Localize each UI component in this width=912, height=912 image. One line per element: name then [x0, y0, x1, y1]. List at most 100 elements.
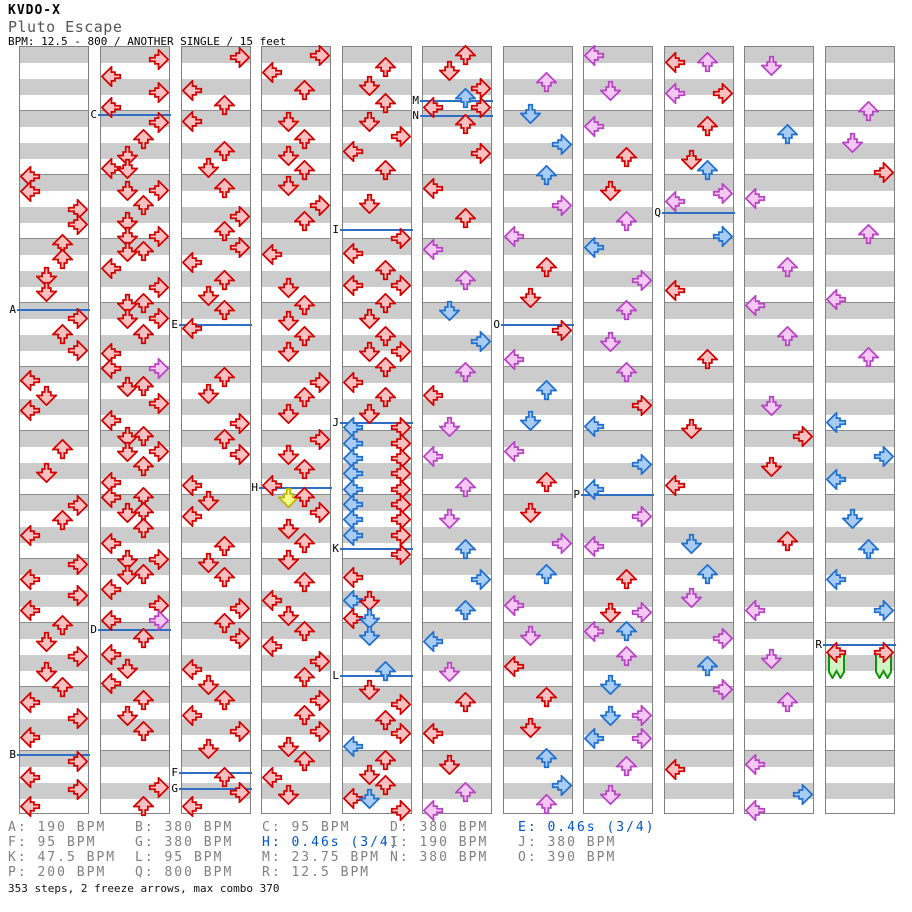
arrow-down-icon: [518, 717, 543, 739]
arrow-up-icon: [292, 486, 317, 508]
arrow-left-icon: [19, 765, 41, 790]
arrow-down-icon: [34, 631, 59, 653]
bpm-marker-line: [17, 309, 90, 311]
arrow-right-icon: [229, 719, 251, 744]
arrow-up-icon: [373, 92, 398, 114]
arrow-right-icon: [148, 608, 170, 633]
arrow-left-icon: [583, 235, 605, 260]
bpm-marker-line: [581, 494, 654, 496]
arrow-left-icon: [342, 734, 364, 759]
arrow-down-icon: [679, 418, 704, 440]
arrow-up-icon: [695, 348, 720, 370]
bpm-marker-label: N: [412, 109, 419, 122]
bpm-legend-entry: F: 95 BPM: [8, 835, 97, 850]
arrow-up-icon: [373, 774, 398, 796]
arrow-up-icon: [856, 538, 881, 560]
arrow-up-icon: [614, 210, 639, 232]
bpm-marker-line: [340, 422, 413, 424]
arrow-up-icon: [695, 51, 720, 73]
arrow-left-icon: [181, 504, 203, 529]
arrow-up-icon: [534, 686, 559, 708]
arrow-down-icon: [598, 784, 623, 806]
arrow-down-icon: [598, 331, 623, 353]
arrow-up-icon: [292, 386, 317, 408]
arrow-down-icon: [276, 549, 301, 571]
arrow-left-icon: [825, 287, 847, 312]
arrow-up-icon: [775, 123, 800, 145]
arrow-up-icon: [373, 56, 398, 78]
arrow-right-icon: [229, 204, 251, 229]
arrow-down-icon: [357, 403, 382, 425]
arrow-right-icon: [229, 626, 251, 651]
arrow-down-icon: [598, 705, 623, 727]
arrow-right-icon: [148, 110, 170, 135]
arrow-left-icon: [181, 250, 203, 275]
arrow-up-icon: [50, 248, 75, 270]
arrow-down-icon: [357, 788, 382, 810]
arrow-left-icon: [422, 798, 444, 823]
arrow-right-icon: [390, 721, 412, 746]
arrow-left-icon: [583, 414, 605, 439]
bpm-marker-label: M: [412, 94, 419, 107]
arrow-down-icon: [34, 661, 59, 683]
arrow-up-icon: [775, 691, 800, 713]
arrow-left-icon: [261, 588, 283, 613]
arrow-down-icon: [115, 145, 140, 167]
arrow-left-icon: [744, 186, 766, 211]
song-title: Pluto Escape: [8, 18, 123, 36]
bpm-marker-label: A: [9, 303, 16, 316]
arrow-up-icon: [373, 660, 398, 682]
bpm-marker-line: [662, 212, 735, 214]
arrow-left-icon: [422, 721, 444, 746]
arrow-right-icon: [148, 547, 170, 572]
arrow-right-icon: [67, 338, 89, 363]
arrow-left-icon: [342, 273, 364, 298]
arrow-up-icon: [373, 709, 398, 731]
arrow-left-icon: [583, 43, 605, 68]
arrow-up-icon: [453, 87, 478, 109]
arrow-right-icon: [551, 318, 573, 343]
arrow-down-icon: [115, 226, 140, 248]
arrow-left-icon: [100, 64, 122, 89]
arrow-right-icon: [712, 224, 734, 249]
arrow-right-icon: [309, 427, 331, 452]
arrow-left-icon: [100, 642, 122, 667]
arrow-right-icon: [551, 193, 573, 218]
arrow-right-icon: [712, 81, 734, 106]
arrow-up-icon: [453, 361, 478, 383]
arrow-down-icon: [276, 784, 301, 806]
arrow-down-icon: [276, 111, 301, 133]
arrow-left-icon: [100, 671, 122, 696]
arrow-right-icon: [631, 703, 653, 728]
arrow-down-icon: [437, 508, 462, 530]
bpm-marker-line: [340, 548, 413, 550]
arrow-up-icon: [292, 620, 317, 642]
arrow-down-icon: [357, 341, 382, 363]
arrow-down-icon: [679, 533, 704, 555]
arrow-down-icon: [518, 625, 543, 647]
arrow-up-icon: [50, 323, 75, 345]
bpm-marker-line: [98, 629, 171, 631]
arrow-right-icon: [309, 370, 331, 395]
arrow-left-icon: [181, 109, 203, 134]
chart-lane: [261, 46, 331, 814]
arrow-left-icon: [181, 473, 203, 498]
bpm-legend-entry: E: 0.46s (3/4): [518, 820, 656, 835]
arrow-up-icon: [373, 159, 398, 181]
arrow-down-icon: [34, 281, 59, 303]
arrow-up-icon: [131, 689, 156, 711]
arrow-up-icon: [534, 747, 559, 769]
bpm-legend-entry: J: 380 BPM: [518, 835, 617, 850]
arrow-up-icon: [131, 720, 156, 742]
arrow-left-icon: [19, 368, 41, 393]
arrow-right-icon: [67, 306, 89, 331]
arrow-down-icon: [357, 193, 382, 215]
bpm-legend-entry: C: 95 BPM: [262, 820, 351, 835]
arrow-right-icon: [631, 268, 653, 293]
arrow-left-icon: [261, 765, 283, 790]
bpm-legend-entry: Q: 800 BPM: [135, 865, 234, 880]
arrow-left-icon: [261, 473, 283, 498]
arrow-up-icon: [212, 612, 237, 634]
arrow-down-icon: [115, 441, 140, 463]
arrow-up-icon: [292, 128, 317, 150]
